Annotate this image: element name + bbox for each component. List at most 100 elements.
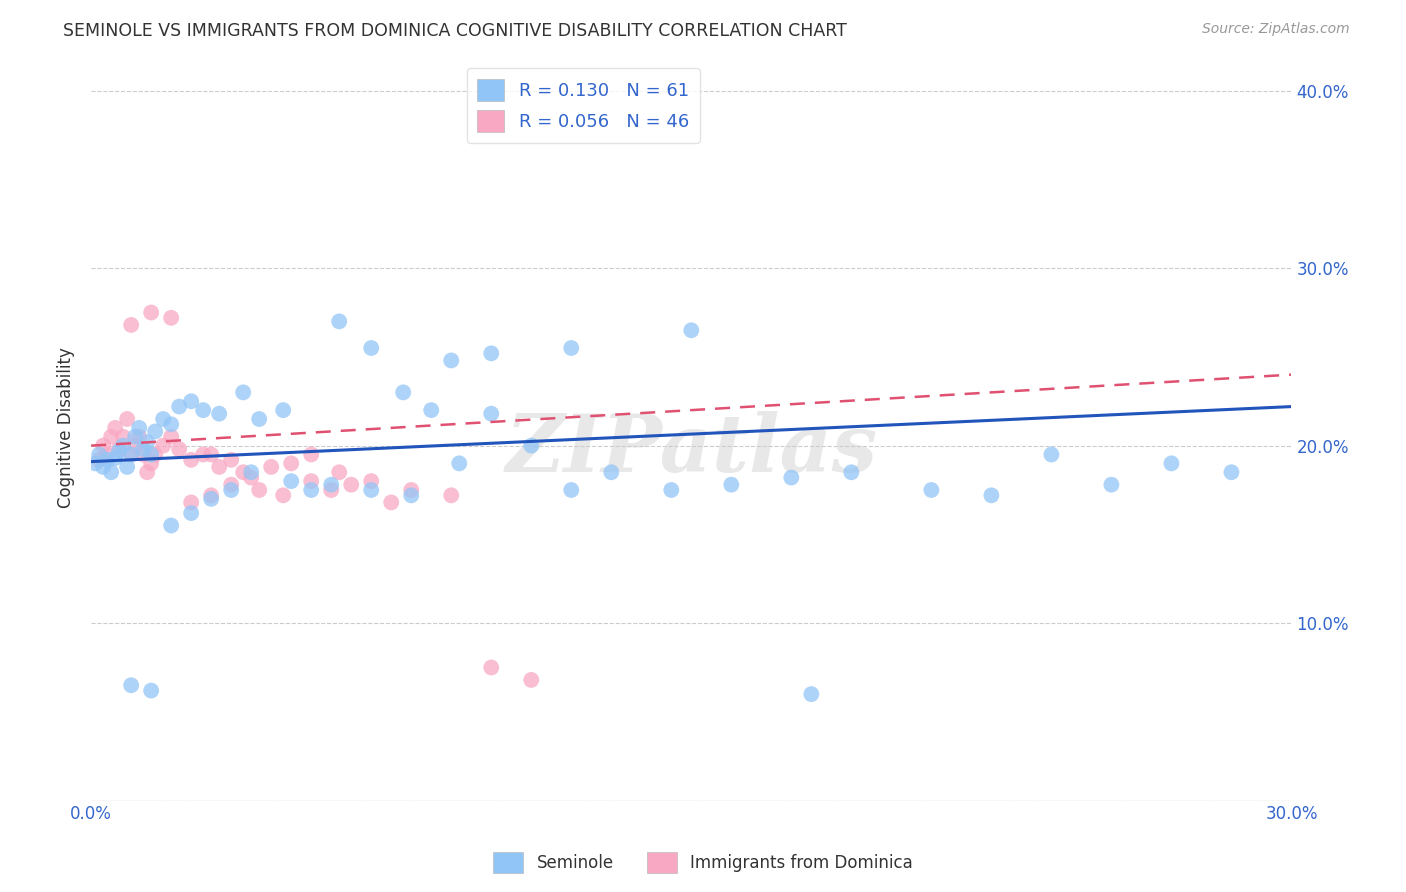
Text: SEMINOLE VS IMMIGRANTS FROM DOMINICA COGNITIVE DISABILITY CORRELATION CHART: SEMINOLE VS IMMIGRANTS FROM DOMINICA COG… — [63, 22, 848, 40]
Point — [100, 465, 122, 479]
Point — [980, 488, 1002, 502]
Point — [232, 385, 254, 400]
Point — [399, 488, 422, 502]
Point — [143, 425, 166, 439]
Point — [240, 470, 263, 484]
Y-axis label: Cognitive Disability: Cognitive Disability — [58, 348, 75, 508]
Point — [104, 421, 127, 435]
Point — [120, 678, 142, 692]
Point — [247, 483, 270, 497]
Point — [520, 439, 543, 453]
Point — [1160, 456, 1182, 470]
Point — [180, 394, 202, 409]
Point — [128, 430, 150, 444]
Point — [141, 305, 163, 319]
Point — [392, 385, 415, 400]
Point — [136, 465, 159, 479]
Legend: R = 0.130   N = 61, R = 0.056   N = 46: R = 0.130 N = 61, R = 0.056 N = 46 — [467, 68, 700, 143]
Point — [112, 430, 135, 444]
Point — [100, 430, 122, 444]
Point — [380, 495, 402, 509]
Point — [280, 456, 302, 470]
Point — [219, 453, 242, 467]
Point — [89, 448, 111, 462]
Point — [160, 417, 183, 432]
Point — [659, 483, 682, 497]
Point — [520, 673, 543, 687]
Point — [200, 488, 222, 502]
Point — [115, 412, 138, 426]
Point — [152, 439, 174, 453]
Point — [167, 400, 190, 414]
Point — [1040, 448, 1063, 462]
Point — [143, 448, 166, 462]
Point — [141, 448, 163, 462]
Text: Source: ZipAtlas.com: Source: ZipAtlas.com — [1202, 22, 1350, 37]
Point — [89, 453, 111, 467]
Point — [560, 341, 582, 355]
Point — [247, 412, 270, 426]
Point — [84, 456, 107, 470]
Point — [200, 491, 222, 506]
Point — [420, 403, 443, 417]
Point — [96, 448, 118, 462]
Point — [180, 453, 202, 467]
Point — [1099, 477, 1122, 491]
Point — [193, 448, 215, 462]
Point — [160, 430, 183, 444]
Point — [96, 453, 118, 467]
Point — [219, 483, 242, 497]
Point — [200, 448, 222, 462]
Point — [321, 483, 343, 497]
Point — [800, 687, 823, 701]
Point — [240, 465, 263, 479]
Point — [780, 470, 803, 484]
Point — [720, 477, 742, 491]
Point — [120, 448, 142, 462]
Legend: Seminole, Immigrants from Dominica: Seminole, Immigrants from Dominica — [486, 846, 920, 880]
Point — [108, 442, 131, 457]
Point — [440, 353, 463, 368]
Point — [180, 495, 202, 509]
Point — [115, 459, 138, 474]
Point — [124, 430, 146, 444]
Point — [141, 683, 163, 698]
Point — [271, 488, 294, 502]
Point — [208, 407, 231, 421]
Point — [841, 465, 863, 479]
Point — [479, 660, 502, 674]
Point — [160, 310, 183, 325]
Point — [91, 459, 114, 474]
Point — [440, 488, 463, 502]
Point — [141, 456, 163, 470]
Point — [132, 448, 155, 462]
Point — [167, 442, 190, 457]
Point — [1220, 465, 1243, 479]
Point — [91, 439, 114, 453]
Point — [340, 477, 363, 491]
Point — [120, 448, 142, 462]
Point — [328, 465, 350, 479]
Point — [120, 318, 142, 332]
Point — [299, 483, 322, 497]
Point — [152, 412, 174, 426]
Point — [360, 483, 382, 497]
Point — [321, 477, 343, 491]
Point — [128, 421, 150, 435]
Point — [560, 483, 582, 497]
Point — [299, 474, 322, 488]
Point — [299, 448, 322, 462]
Point — [271, 403, 294, 417]
Point — [136, 435, 159, 450]
Point — [232, 465, 254, 479]
Point — [600, 465, 623, 479]
Point — [108, 444, 131, 458]
Point — [449, 456, 471, 470]
Point — [328, 314, 350, 328]
Point — [360, 341, 382, 355]
Point — [180, 506, 202, 520]
Point — [112, 439, 135, 453]
Point — [132, 442, 155, 457]
Point — [104, 451, 127, 466]
Point — [920, 483, 942, 497]
